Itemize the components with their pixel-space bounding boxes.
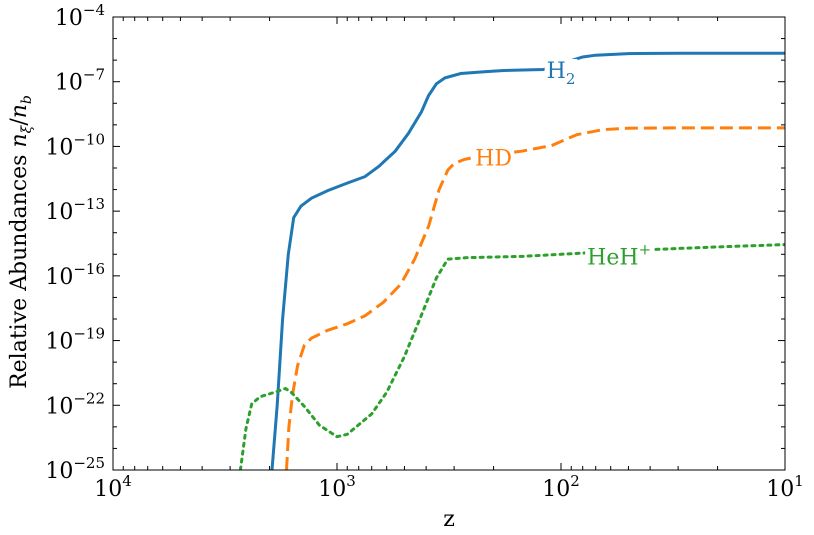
series-line-heh xyxy=(238,243,785,470)
y-tick-label: 10−4 xyxy=(55,1,105,31)
y-tick-label: 10−16 xyxy=(45,260,105,290)
y-tick-label: 10−19 xyxy=(45,325,105,355)
x-tick-label: 104 xyxy=(94,472,132,502)
x-tick-label: 102 xyxy=(542,472,580,502)
series-label-h2: H2 xyxy=(547,59,576,88)
series-label-background xyxy=(544,58,578,88)
x-axis-title: z xyxy=(443,507,455,532)
axes: 104 103 102 101 10−25 10−22 10−19 10−16 10−13 10−… xyxy=(45,1,803,502)
y-tick-label: 10−10 xyxy=(45,130,105,160)
series-line-hd xyxy=(285,126,785,470)
series-label-hd: HD xyxy=(475,147,512,172)
series-label-heh: HeH+ xyxy=(587,240,651,270)
plot-frame xyxy=(112,16,786,471)
y-tick-label: 10−25 xyxy=(45,454,105,484)
series-label-background xyxy=(585,240,654,271)
x-tick-label: 103 xyxy=(318,472,356,502)
x-tick-label: 101 xyxy=(766,472,804,502)
y-tick-label: 10−13 xyxy=(45,195,105,225)
y-tick-label: 10−7 xyxy=(55,66,105,96)
plot-area: H2 HD HeH+ xyxy=(238,51,785,470)
y-tick-label: 10−22 xyxy=(45,389,105,419)
y-axis-title: Relative Abundances nξ/nb xyxy=(7,95,35,389)
series-line-h2 xyxy=(270,51,785,470)
series-label-background xyxy=(473,146,514,172)
